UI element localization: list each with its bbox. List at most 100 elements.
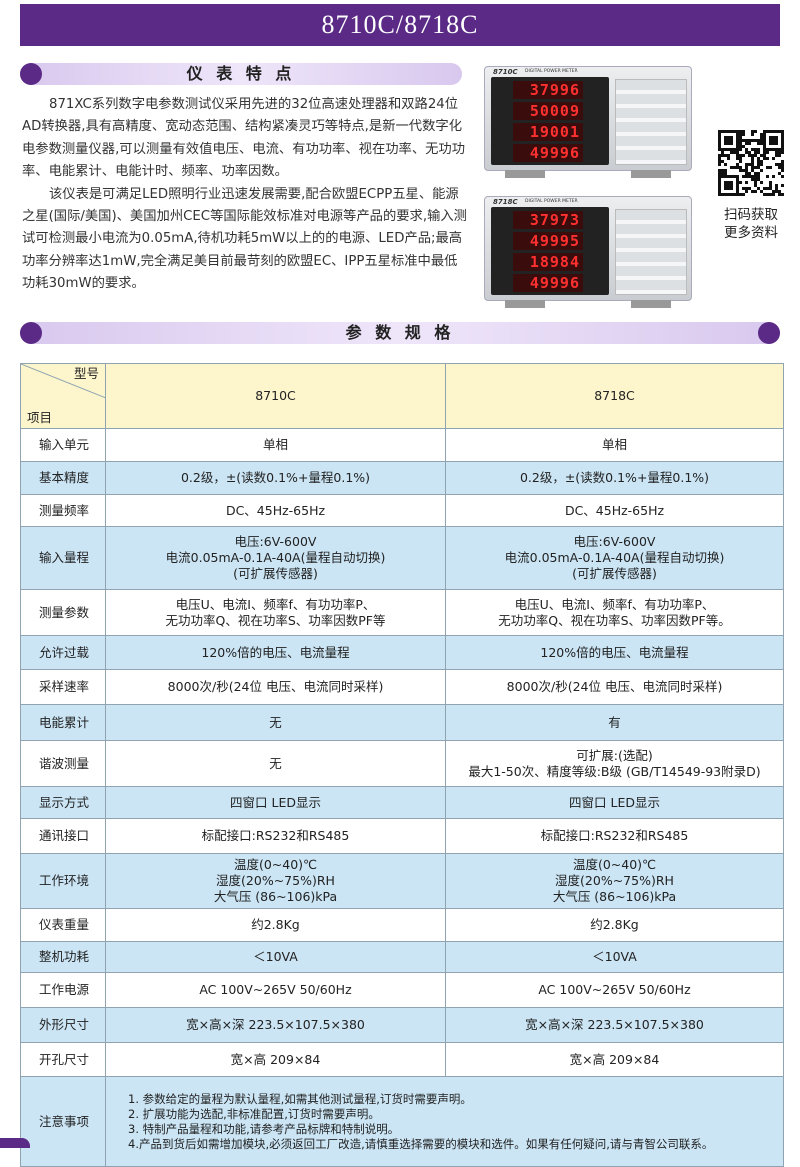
row-label: 工作电源 [20, 972, 106, 1008]
cell: 0.2级，±(读数0.1%+量程0.1%) [105, 461, 446, 495]
cell: 温度(0~40)℃ 湿度(20%~75%)RH 大气压 (86~106)kPa [105, 853, 446, 909]
corner-deco [0, 1138, 30, 1148]
qr-module [739, 148, 742, 151]
note-line: 1. 参数给定的量程为默认量程,如需其他测试量程,订货时需要声明。 [128, 1091, 472, 1106]
row-label: 输入量程 [20, 526, 106, 590]
table-row: 开孔尺寸 宽×高 209×84 宽×高 209×84 [20, 1042, 784, 1077]
qr-module [721, 172, 724, 175]
qr-module [763, 193, 766, 196]
qr-module [751, 157, 754, 160]
column-header: 8718C [445, 363, 784, 429]
qr-module [757, 160, 760, 163]
row-label: 采样速率 [20, 669, 106, 705]
notes-row: 注意事项 1. 参数给定的量程为默认量程,如需其他测试量程,订货时需要声明。 2. … [20, 1076, 784, 1167]
table-row: 工作电源 AC 100V~265V 50/60Hz AC 100V~265V 50/… [20, 972, 784, 1008]
section-title: 参 数 规 格 [345, 323, 455, 342]
qr-module [760, 190, 763, 193]
qr-module [745, 169, 748, 172]
qr-module [781, 169, 784, 172]
qr-module [745, 151, 748, 154]
foot [631, 170, 671, 178]
cell: DC、45Hz-65Hz [105, 494, 446, 527]
column-header: 8710C [105, 363, 446, 429]
led-reading: 37996 [513, 81, 583, 99]
qr-module [721, 151, 724, 154]
qr-module [754, 130, 757, 133]
qr-module [754, 178, 757, 181]
qr-module [781, 151, 784, 154]
row-label: 电能累计 [20, 704, 106, 741]
paragraph: 871XC系列数字电参数测试仪采用先进的32位高速处理器和双路24位AD转换器,… [22, 97, 466, 180]
qr-module [736, 151, 739, 154]
qr-module [769, 181, 772, 184]
qr-module [742, 175, 745, 178]
qr-module [739, 133, 742, 136]
qr-module [760, 181, 763, 184]
led-reading: 49996 [513, 274, 583, 292]
cell: 有 [445, 704, 784, 741]
qr-module [775, 187, 778, 190]
qr-module [748, 139, 751, 142]
button-panel [615, 209, 687, 295]
qr-module [748, 151, 751, 154]
qr-module [778, 154, 781, 157]
row-label: 工作环境 [20, 853, 106, 909]
cell: 宽×高×深 223.5×107.5×380 [445, 1007, 784, 1043]
qr-module [772, 175, 775, 178]
cell: 温度(0~40)℃ 湿度(20%~75%)RH 大气压 (86~106)kPa [445, 853, 784, 909]
qr-module [775, 154, 778, 157]
cell: ＜10VA [105, 941, 446, 973]
note-line: 4.产品到货后如需增加模块,必须返回工厂改造,请慎重选择需要的模块和选件。如果有… [128, 1136, 714, 1151]
qr-module [769, 193, 772, 196]
intro: 871XC系列数字电参数测试仪采用先进的32位高速处理器和双路24位AD转换器,… [22, 94, 467, 296]
section-heading: 仪 表 特 点 [20, 63, 462, 85]
cell: 四窗口 LED显示 [445, 786, 784, 819]
qr-module [757, 178, 760, 181]
heading-dot [20, 322, 42, 344]
cell: 120%倍的电压、电流量程 [445, 635, 784, 670]
qr-module [742, 169, 745, 172]
qr-module [745, 163, 748, 166]
qr-module [739, 136, 742, 139]
cell: 约2.8Kg [445, 908, 784, 942]
qr-module [718, 154, 721, 157]
cell: 宽×高 209×84 [105, 1042, 446, 1077]
qr-module [745, 166, 748, 169]
qr-module [757, 172, 760, 175]
qr-module [754, 166, 757, 169]
qr-module [751, 166, 754, 169]
qr-module [766, 157, 769, 160]
qr-module [739, 130, 742, 133]
qr-module [778, 163, 781, 166]
table-row: 采样速率 8000次/秒(24位 电压、电流同时采样) 8000次/秒(24位 电压… [20, 669, 784, 705]
qr-module [742, 139, 745, 142]
qr-module [760, 133, 763, 136]
qr-module [760, 139, 763, 142]
qr-module [718, 157, 721, 160]
meter-image: 8710C DIGITAL POWER METER 37996 50009 19001 4… [484, 66, 692, 178]
title-banner: 8710C/8718C [20, 4, 780, 46]
qr-module [772, 190, 775, 193]
qr-module [745, 181, 748, 184]
cell: AC 100V~265V 50/60Hz [105, 972, 446, 1008]
qr-module [781, 184, 784, 187]
qr-module [775, 190, 778, 193]
qr-module [775, 151, 778, 154]
qr-module [742, 130, 745, 133]
meter-model: DIGITAL POWER METER [525, 69, 578, 74]
cell: 电压U、电流I、频率f、有功功率P、 无功功率Q、视在功率S、功率因数PF等 [105, 589, 446, 636]
qr-module [739, 181, 742, 184]
meter-brand: 8710C [493, 68, 518, 76]
header-row: 型号 项目 8710C 8718C [20, 363, 784, 429]
qr-module [724, 136, 733, 145]
row-label: 基本精度 [20, 461, 106, 495]
qr-module [751, 160, 754, 163]
qr-module [739, 166, 742, 169]
cell: 约2.8Kg [105, 908, 446, 942]
qr-module [739, 154, 742, 157]
cell: 8000次/秒(24位 电压、电流同时采样) [105, 669, 446, 705]
row-label: 仪表重量 [20, 908, 106, 942]
qr-module [742, 154, 745, 157]
qr-module [763, 157, 766, 160]
qr-module [736, 154, 739, 157]
